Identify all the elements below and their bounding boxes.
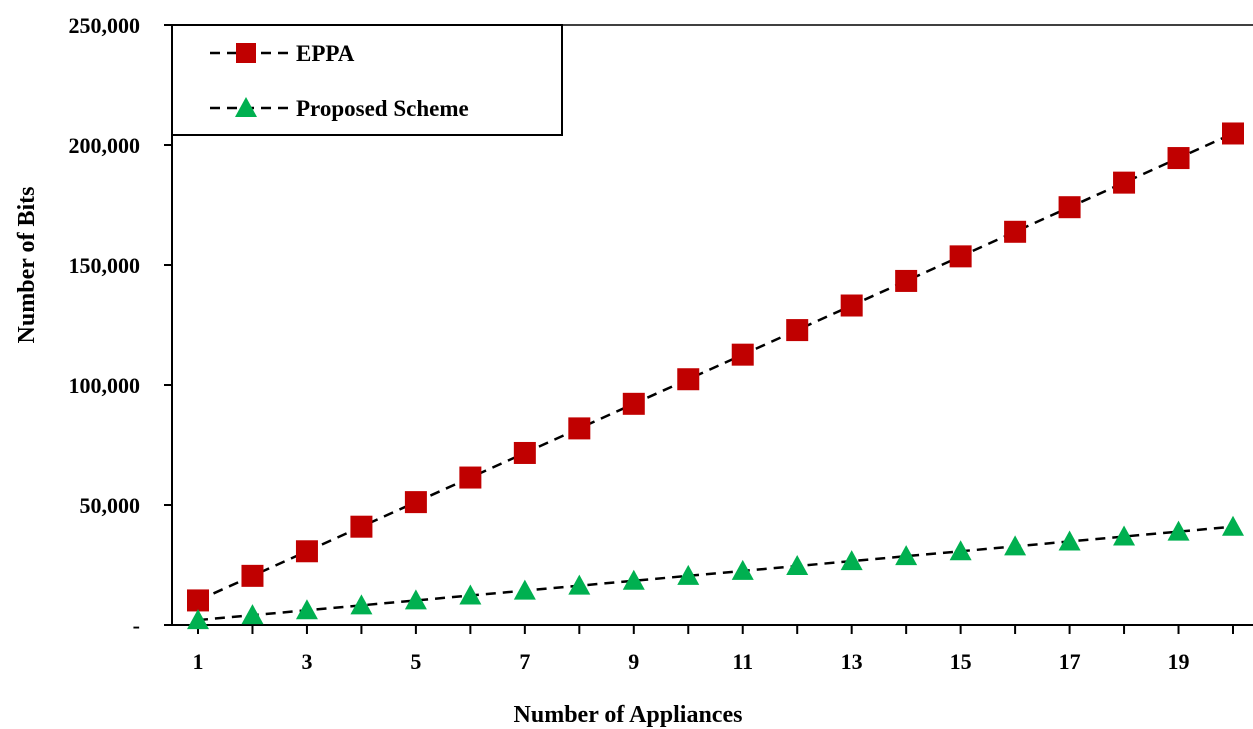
y-tick-label: -: [133, 613, 140, 638]
data-point-proposed-scheme: [786, 555, 809, 576]
legend-marker-square: [236, 43, 256, 63]
data-point-proposed-scheme: [1167, 520, 1190, 541]
data-point-proposed-scheme: [513, 579, 536, 600]
legend-item-proposed-scheme: Proposed Scheme: [210, 96, 469, 121]
y-tick-label: 150,000: [69, 253, 141, 278]
x-axis-ticks: 1 3 5 7 9 11 13 15 17 19: [193, 625, 1234, 674]
data-point-eppa: [568, 417, 591, 440]
data-point-eppa: [840, 294, 863, 317]
x-tick-label: 13: [841, 649, 863, 674]
x-tick-label: 3: [301, 649, 312, 674]
data-point-eppa: [1167, 147, 1190, 170]
data-point-proposed-scheme: [241, 604, 264, 625]
y-tick-label: 50,000: [80, 493, 141, 518]
data-point-eppa: [731, 343, 754, 366]
data-point-eppa: [513, 441, 536, 464]
x-tick-label: 11: [732, 649, 753, 674]
data-point-proposed-scheme: [1004, 535, 1027, 556]
data-point-proposed-scheme: [187, 609, 209, 630]
data-point-eppa: [350, 515, 373, 538]
data-point-eppa: [895, 269, 918, 292]
y-tick-label: 100,000: [69, 373, 141, 398]
data-point-proposed-scheme: [459, 584, 482, 605]
data-point-proposed-scheme: [677, 564, 700, 585]
data-point-eppa: [241, 564, 264, 587]
data-point-eppa: [459, 466, 482, 489]
data-point-proposed-scheme: [1222, 515, 1244, 536]
data-point-proposed-scheme: [404, 589, 427, 610]
x-tick-label: 1: [193, 649, 204, 674]
legend: EPPA Proposed Scheme: [171, 24, 563, 136]
x-axis-title: Number of Appliances: [514, 702, 743, 728]
data-point-proposed-scheme: [350, 594, 373, 615]
y-tick-label: 250,000: [69, 13, 141, 38]
x-tick-label: 19: [1168, 649, 1190, 674]
data-point-proposed-scheme: [1058, 530, 1081, 551]
data-point-eppa: [1058, 196, 1081, 219]
data-point-eppa: [1004, 220, 1027, 243]
data-point-proposed-scheme: [568, 574, 591, 595]
y-tick-label: 200,000: [69, 133, 141, 158]
data-point-eppa: [295, 540, 318, 563]
data-point-eppa: [1222, 122, 1244, 145]
data-point-eppa: [622, 392, 645, 415]
data-point-proposed-scheme: [840, 550, 863, 571]
y-axis-ticks: - 50,000 100,000 150,000 200,000 250,000: [69, 13, 172, 638]
data-point-proposed-scheme: [1113, 525, 1136, 546]
legend-marker-triangle: [235, 97, 257, 117]
x-tick-label: 17: [1059, 649, 1081, 674]
legend-item-eppa: EPPA: [210, 41, 355, 66]
data-point-eppa: [786, 319, 809, 342]
data-point-proposed-scheme: [622, 569, 645, 590]
y-axis-title: Number of Bits: [14, 187, 40, 344]
data-point-eppa: [1113, 171, 1136, 194]
data-point-proposed-scheme: [895, 545, 918, 566]
series-layer: [187, 122, 1244, 630]
data-point-eppa: [949, 245, 972, 268]
legend-label-proposed-scheme: Proposed Scheme: [296, 96, 469, 121]
x-tick-label: 9: [628, 649, 639, 674]
data-point-eppa: [187, 589, 209, 612]
data-point-proposed-scheme: [731, 559, 754, 580]
x-tick-label: 5: [410, 649, 421, 674]
data-point-proposed-scheme: [949, 540, 972, 561]
data-point-eppa: [677, 368, 700, 391]
data-point-proposed-scheme: [295, 599, 318, 620]
x-tick-label: 15: [950, 649, 972, 674]
legend-label-eppa: EPPA: [296, 41, 355, 66]
series-line-proposed-scheme: [197, 525, 1234, 622]
data-point-eppa: [404, 491, 427, 514]
x-tick-label: 7: [519, 649, 530, 674]
